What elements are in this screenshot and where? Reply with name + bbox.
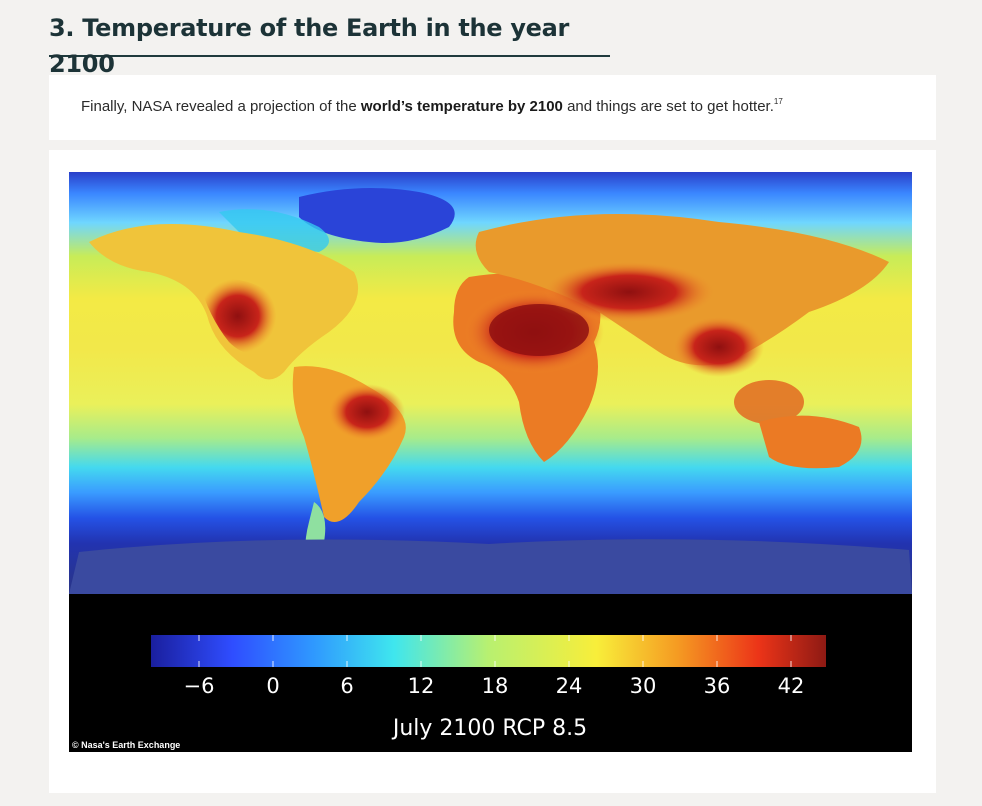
intro-text-end: and things are set to get hotter. — [562, 98, 774, 115]
colorbar-tick: 6 — [340, 674, 353, 698]
section-title: 3. Temperature of the Earth in the year … — [49, 14, 570, 78]
image-credit: © Nasa's Earth Exchange — [72, 740, 181, 750]
colorbar-tick: −6 — [184, 674, 215, 698]
intro-text-bold: world’s temperature by 2100 — [360, 98, 563, 115]
temperature-map-graphic: −6 0 6 12 18 24 30 36 42 July 2100 RCP 8… — [69, 172, 912, 741]
colorbar — [151, 635, 826, 667]
section-heading-container: 3. Temperature of the Earth in the year … — [49, 10, 610, 78]
intro-card: Finally, NASA revealed a projection of t… — [49, 75, 936, 140]
colorbar-tick: 18 — [482, 674, 509, 698]
map-caption: July 2100 RCP 8.5 — [391, 716, 587, 741]
temperature-map-image: −6 0 6 12 18 24 30 36 42 July 2100 RCP 8… — [69, 172, 912, 752]
colorbar-tick: 0 — [266, 674, 279, 698]
figure-card: −6 0 6 12 18 24 30 36 42 July 2100 RCP 8… — [49, 150, 936, 793]
colorbar-tick: 12 — [408, 674, 435, 698]
colorbar-tick: 36 — [704, 674, 731, 698]
footnote-ref[interactable]: 17 — [773, 97, 783, 106]
colorbar-tick: 42 — [778, 674, 805, 698]
intro-paragraph: Finally, NASA revealed a projection of t… — [81, 97, 783, 115]
colorbar-tick: 30 — [630, 674, 657, 698]
colorbar-tick: 24 — [556, 674, 583, 698]
intro-text-start: Finally, NASA revealed a projection of t… — [81, 98, 361, 115]
